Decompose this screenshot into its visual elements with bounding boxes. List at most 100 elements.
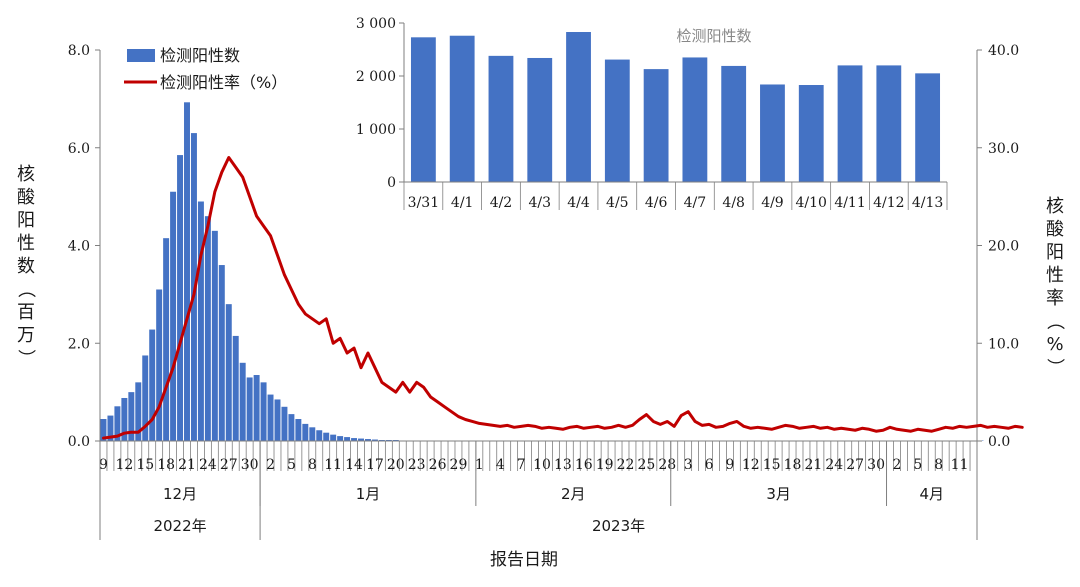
x-tick-label: 21 xyxy=(178,457,196,473)
x-tick-label: 22 xyxy=(617,457,635,473)
x-tick-label: 15 xyxy=(136,457,154,473)
axis-label-char: ） xyxy=(1044,358,1065,376)
inset-x-tick-label: 4/7 xyxy=(684,195,707,211)
inset-bar xyxy=(682,57,707,182)
inset-bar xyxy=(721,66,746,182)
inset-bar xyxy=(450,36,475,182)
axis-label-char: 性 xyxy=(17,233,35,254)
positive-count-bar xyxy=(149,330,155,441)
x-month-label: 2月 xyxy=(561,485,586,503)
x-tick-label: 29 xyxy=(450,457,468,473)
left-y-tick-label: 4.0 xyxy=(68,239,90,255)
x-tick-label: 12 xyxy=(115,457,133,473)
inset-x-tick-label: 4/1 xyxy=(451,195,474,211)
x-tick-label: 11 xyxy=(324,457,342,473)
x-tick-label: 16 xyxy=(575,457,593,473)
inset-y-tick-label: 3 000 xyxy=(356,16,396,32)
x-tick-label: 24 xyxy=(199,457,217,473)
legend-line-label: 检测阳性率（%） xyxy=(160,73,287,92)
inset-chart-title: 检测阳性数 xyxy=(676,27,751,45)
x-tick-label: 27 xyxy=(846,457,864,473)
inset-y-tick-label: 2 000 xyxy=(356,69,396,85)
x-tick-label: 30 xyxy=(241,457,259,473)
positive-count-bar xyxy=(177,155,183,441)
inset-x-tick-label: 4/2 xyxy=(490,195,513,211)
positive-count-bar xyxy=(281,407,287,441)
positive-count-bar xyxy=(184,102,190,441)
positive-count-bar xyxy=(254,375,260,441)
x-tick-label: 5 xyxy=(913,457,922,473)
x-tick-label: 12 xyxy=(742,457,760,473)
axis-label-char: 阳 xyxy=(1046,242,1064,263)
positive-count-bar xyxy=(205,216,211,441)
x-tick-label: 23 xyxy=(408,457,426,473)
positive-count-bar xyxy=(163,238,169,441)
left-y-tick-label: 0.0 xyxy=(68,434,90,450)
inset-x-tick-label: 3/31 xyxy=(408,195,439,211)
x-tick-label: 15 xyxy=(763,457,781,473)
x-tick-label: 2 xyxy=(892,457,901,473)
inset-x-tick-label: 4/6 xyxy=(645,195,668,211)
x-tick-label: 30 xyxy=(867,457,885,473)
inset-x-tick-label: 4/11 xyxy=(834,195,865,211)
x-tick-label: 5 xyxy=(287,457,296,473)
axis-label-char: 万 xyxy=(17,325,35,346)
inset-x-tick-label: 4/5 xyxy=(606,195,629,211)
axis-label-char: 数 xyxy=(17,256,35,277)
positive-count-bar xyxy=(344,437,350,441)
x-tick-label: 18 xyxy=(157,457,175,473)
x-tick-label: 26 xyxy=(429,457,447,473)
inset-bar xyxy=(915,73,940,182)
x-tick-label: 4 xyxy=(496,457,505,473)
left-y-tick-label: 8.0 xyxy=(68,43,90,59)
left-y-tick-label: 2.0 xyxy=(68,336,90,352)
inset-x-tick-label: 4/8 xyxy=(722,195,745,211)
positive-count-bar xyxy=(233,336,239,441)
inset-bar xyxy=(799,85,824,182)
x-tick-label: 14 xyxy=(345,457,363,473)
legend-bar-swatch xyxy=(127,49,155,62)
positive-count-bar xyxy=(316,430,322,441)
inset-x-tick-label: 4/13 xyxy=(912,195,943,211)
axis-label-char: 酸 xyxy=(1046,219,1064,240)
axis-label-char: 核 xyxy=(17,164,35,185)
right-y-tick-label: 40.0 xyxy=(988,43,1019,59)
x-tick-label: 18 xyxy=(784,457,802,473)
inset-x-tick-label: 4/9 xyxy=(761,195,784,211)
axis-label-char: 百 xyxy=(17,302,35,323)
right-y-tick-label: 30.0 xyxy=(988,141,1019,157)
x-tick-label: 19 xyxy=(596,457,614,473)
right-y-tick-label: 10.0 xyxy=(988,336,1019,352)
inset-y-tick-label: 0 xyxy=(387,175,396,191)
x-tick-label: 7 xyxy=(517,457,526,473)
inset-bar xyxy=(605,60,630,182)
inset-bar xyxy=(838,65,863,182)
x-month-label: 3月 xyxy=(766,485,791,503)
inset-bar xyxy=(527,58,552,182)
x-tick-label: 8 xyxy=(934,457,943,473)
x-tick-label: 24 xyxy=(825,457,843,473)
right-y-tick-label: 20.0 xyxy=(988,239,1019,255)
inset-bar xyxy=(876,65,901,182)
x-month-label: 12月 xyxy=(163,485,197,503)
positive-count-bar xyxy=(219,265,225,441)
positive-count-bar xyxy=(323,433,329,441)
inset-bar xyxy=(489,56,514,182)
x-month-label: 4月 xyxy=(919,485,944,503)
x-tick-label: 28 xyxy=(658,457,676,473)
positive-count-bar xyxy=(309,427,315,441)
inset-x-tick-label: 4/10 xyxy=(796,195,827,211)
x-month-label: 1月 xyxy=(356,485,381,503)
positive-count-bar xyxy=(212,231,218,441)
axis-label-char: ） xyxy=(15,349,36,367)
axis-label-char: 率 xyxy=(1046,288,1064,309)
positive-count-bar xyxy=(198,202,204,441)
axis-label-char: 性 xyxy=(1046,265,1064,286)
positive-count-bar xyxy=(226,304,232,441)
x-tick-label: 27 xyxy=(220,457,238,473)
inset-bar xyxy=(566,32,591,182)
